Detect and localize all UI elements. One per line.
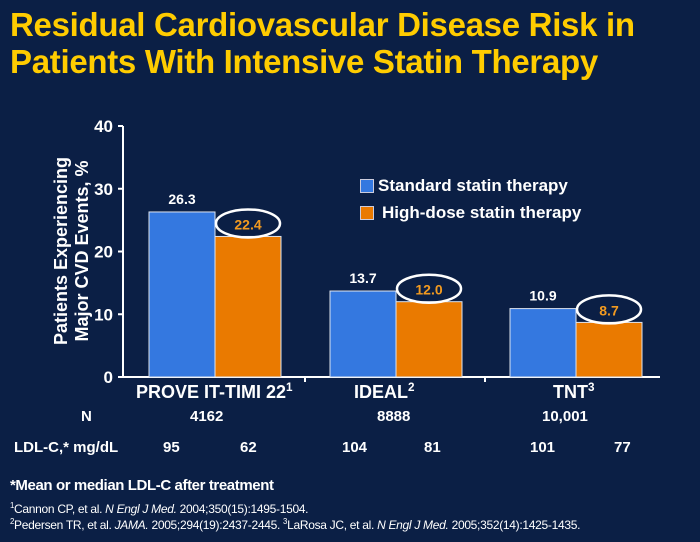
category-label-prove-it: PROVE IT-TIMI 221 (136, 381, 293, 402)
reference-2-3: 2Pedersen TR, et al. JAMA. 2005;294(19):… (10, 517, 581, 532)
category-label-ideal: IDEAL2 (354, 381, 415, 402)
data-label: 26.3 (168, 191, 195, 207)
category-label-tnt: TNT3 (553, 381, 595, 402)
y-tick-label: 40 (94, 117, 113, 136)
footnote: *Mean or median LDL-C after treatment (10, 477, 274, 494)
n-value: 10,001 (542, 408, 588, 425)
bar-standard (509, 308, 577, 378)
ldl-value: 101 (530, 439, 556, 456)
y-tick-label: 20 (94, 243, 113, 262)
ldl-value: 77 (614, 439, 631, 456)
bar-high-dose (575, 321, 643, 378)
highlight-ellipse (214, 208, 282, 239)
legend-item-standard: Standard statin therapy (360, 176, 568, 196)
data-label: 10.9 (529, 288, 556, 304)
ldl-value: 62 (240, 439, 257, 456)
n-label: N (81, 408, 92, 425)
bar-high-dose (214, 235, 282, 378)
bar-high-dose (395, 301, 463, 378)
bar-standard (148, 211, 216, 378)
legend-label-high-dose: High-dose statin therapy (382, 203, 582, 222)
legend-swatch-standard (360, 179, 374, 193)
data-label: 22.4 (234, 216, 261, 232)
legend-item-high-dose: High-dose statin therapy (360, 203, 581, 223)
data-label: 12.0 (415, 282, 442, 298)
n-value: 4162 (190, 408, 224, 425)
data-label: 13.7 (349, 270, 376, 286)
y-axis-label: Patients Experiencing Major CVD Events, … (51, 156, 92, 346)
slide-title: Residual Cardiovascular Disease Risk in … (10, 6, 635, 80)
ldl-value: 81 (424, 439, 441, 456)
legend-swatch-high-dose (360, 206, 374, 220)
legend-label-standard: Standard statin therapy (378, 176, 568, 195)
y-tick-label: 10 (94, 305, 113, 324)
data-label: 8.7 (599, 302, 619, 318)
ldl-value: 95 (163, 439, 180, 456)
highlight-ellipse (395, 273, 463, 304)
bar-standard (329, 290, 397, 378)
ldl-label: LDL-C,* mg/dL (14, 439, 119, 456)
ldl-value: 104 (342, 439, 368, 456)
highlight-ellipse (575, 294, 643, 325)
y-tick-label: 0 (104, 368, 113, 387)
bar-chart: 0 10 20 30 40 26.3 22.4 13.7 12.0 10.9 8.7 (94, 117, 660, 387)
reference-1: 1Cannon CP, et al. N Engl J Med. 2004;35… (10, 501, 309, 516)
y-tick-label: 30 (94, 180, 113, 199)
n-value: 8888 (377, 408, 411, 425)
